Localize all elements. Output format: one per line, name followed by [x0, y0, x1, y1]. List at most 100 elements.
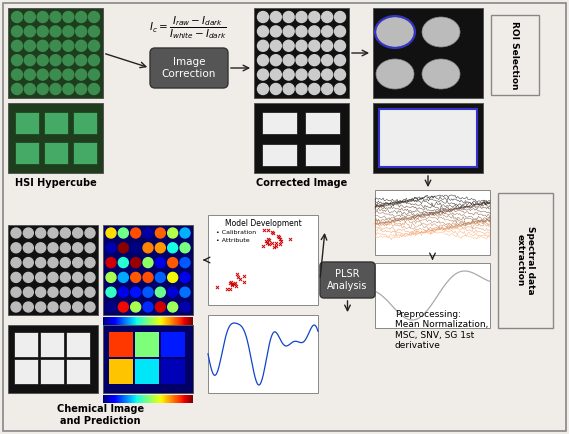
Point — [259, 226, 269, 233]
Circle shape — [63, 69, 74, 80]
Circle shape — [11, 228, 21, 238]
Circle shape — [321, 69, 333, 80]
Circle shape — [60, 228, 71, 238]
Circle shape — [106, 243, 116, 253]
Bar — [379, 109, 477, 167]
Circle shape — [24, 69, 35, 80]
Circle shape — [180, 302, 190, 312]
Circle shape — [106, 287, 116, 297]
Circle shape — [258, 11, 269, 23]
Circle shape — [296, 55, 307, 66]
Circle shape — [143, 228, 153, 238]
Circle shape — [118, 228, 129, 238]
Circle shape — [24, 26, 35, 37]
Circle shape — [118, 243, 129, 253]
Text: $I_c = \dfrac{I_{raw} - I_{dark}}{I_{white} - I_{dark}}$: $I_c = \dfrac{I_{raw} - I_{dark}}{I_{whi… — [149, 15, 227, 41]
Bar — [161, 359, 185, 384]
Point — [263, 235, 272, 242]
Circle shape — [168, 243, 178, 253]
Circle shape — [270, 26, 281, 37]
Point — [271, 243, 281, 250]
Circle shape — [270, 11, 281, 23]
Circle shape — [36, 243, 46, 253]
Circle shape — [131, 243, 141, 253]
Circle shape — [131, 273, 141, 283]
Circle shape — [48, 287, 58, 297]
Point — [261, 237, 270, 244]
Circle shape — [180, 273, 190, 283]
Circle shape — [85, 243, 95, 253]
Point — [235, 275, 244, 282]
Circle shape — [24, 83, 35, 95]
Point — [233, 270, 242, 277]
Point — [258, 243, 267, 250]
Circle shape — [60, 258, 71, 268]
Circle shape — [36, 273, 46, 283]
Circle shape — [37, 69, 48, 80]
Circle shape — [118, 258, 129, 268]
Circle shape — [155, 287, 166, 297]
Circle shape — [143, 243, 153, 253]
Circle shape — [36, 228, 46, 238]
Circle shape — [296, 40, 307, 51]
Circle shape — [89, 40, 100, 51]
Bar — [14, 332, 38, 357]
Bar — [8, 225, 98, 315]
Circle shape — [155, 273, 166, 283]
Circle shape — [36, 287, 46, 297]
Circle shape — [11, 83, 23, 95]
Circle shape — [321, 11, 333, 23]
Circle shape — [335, 11, 345, 23]
Circle shape — [283, 11, 294, 23]
Circle shape — [89, 83, 100, 95]
Text: Chemical Image
and Prediction: Chemical Image and Prediction — [57, 404, 144, 426]
Circle shape — [11, 69, 23, 80]
Point — [227, 279, 236, 286]
Circle shape — [180, 243, 190, 253]
Bar — [103, 325, 193, 393]
Circle shape — [50, 69, 61, 80]
Point — [286, 236, 295, 243]
Circle shape — [321, 40, 333, 51]
Circle shape — [37, 11, 48, 23]
Circle shape — [23, 243, 34, 253]
Point — [233, 273, 242, 280]
Bar — [14, 359, 38, 384]
Circle shape — [335, 40, 345, 51]
Circle shape — [143, 302, 153, 312]
Ellipse shape — [376, 59, 414, 89]
Bar — [498, 193, 553, 328]
Circle shape — [48, 302, 58, 312]
Circle shape — [37, 26, 48, 37]
Circle shape — [270, 69, 281, 80]
Circle shape — [85, 258, 95, 268]
Circle shape — [168, 273, 178, 283]
Bar — [73, 112, 97, 134]
Circle shape — [11, 11, 23, 23]
Circle shape — [36, 302, 46, 312]
Circle shape — [283, 40, 294, 51]
Bar — [208, 315, 318, 393]
Circle shape — [76, 40, 86, 51]
Circle shape — [50, 11, 61, 23]
Point — [265, 237, 274, 243]
Circle shape — [76, 26, 86, 37]
Circle shape — [24, 40, 35, 51]
Circle shape — [76, 83, 86, 95]
Circle shape — [309, 83, 320, 95]
Circle shape — [76, 11, 86, 23]
Point — [277, 238, 286, 245]
Circle shape — [335, 83, 345, 95]
Bar — [135, 359, 159, 384]
Circle shape — [168, 258, 178, 268]
Circle shape — [23, 228, 34, 238]
Circle shape — [48, 258, 58, 268]
Circle shape — [258, 55, 269, 66]
Circle shape — [270, 40, 281, 51]
Bar — [262, 112, 297, 134]
Circle shape — [258, 83, 269, 95]
Point — [269, 230, 278, 237]
Circle shape — [73, 273, 83, 283]
FancyBboxPatch shape — [320, 262, 375, 298]
Circle shape — [63, 26, 74, 37]
